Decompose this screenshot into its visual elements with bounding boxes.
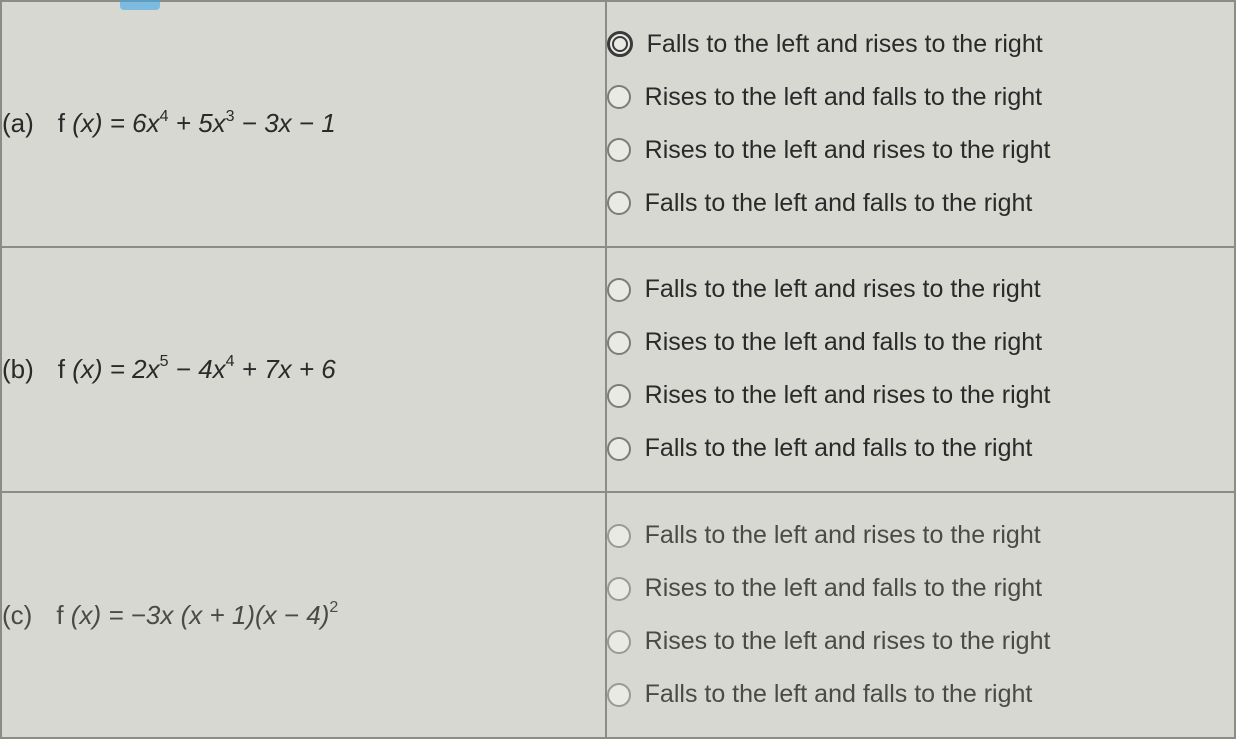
radio-icon[interactable] <box>607 138 631 162</box>
question-cell: (c) f (x) = −3x (x + 1)(x − 4)2 <box>1 492 606 738</box>
option-text: Falls to the left and rises to the right <box>647 30 1043 59</box>
question-label: (c) <box>2 600 32 631</box>
question-cell: (b) f (x) = 2x5 − 4x4 + 7x + 6 <box>1 247 606 493</box>
option-1[interactable]: Rises to the left and falls to the right <box>607 71 1234 124</box>
option-text: Falls to the left and falls to the right <box>645 680 1033 709</box>
option-text: Rises to the left and falls to the right <box>645 574 1042 603</box>
radio-icon[interactable] <box>607 31 633 57</box>
question-label: (a) <box>2 108 34 139</box>
option-text: Rises to the left and falls to the right <box>645 83 1042 112</box>
option-text: Falls to the left and falls to the right <box>645 189 1033 218</box>
option-text: Rises to the left and falls to the right <box>645 328 1042 357</box>
options-cell: Falls to the left and rises to the right… <box>606 1 1235 247</box>
radio-icon[interactable] <box>607 437 631 461</box>
radio-icon[interactable] <box>607 85 631 109</box>
radio-icon[interactable] <box>607 577 631 601</box>
option-text: Rises to the left and rises to the right <box>645 381 1051 410</box>
radio-icon[interactable] <box>607 331 631 355</box>
equation: f (x) = −3x (x + 1)(x − 4)2 <box>56 600 338 631</box>
radio-icon[interactable] <box>607 630 631 654</box>
tab-indicator <box>120 0 160 10</box>
option-1[interactable]: Rises to the left and falls to the right <box>607 562 1234 615</box>
option-3[interactable]: Falls to the left and falls to the right <box>607 422 1234 475</box>
radio-icon[interactable] <box>607 191 631 215</box>
radio-icon[interactable] <box>607 384 631 408</box>
option-0[interactable]: Falls to the left and rises to the right <box>607 263 1234 316</box>
option-2[interactable]: Rises to the left and rises to the right <box>607 615 1234 668</box>
question-row-a: (a) f (x) = 6x4 + 5x3 − 3x − 1 Falls to th… <box>1 1 1235 247</box>
option-2[interactable]: Rises to the left and rises to the right <box>607 124 1234 177</box>
option-0[interactable]: Falls to the left and rises to the right <box>607 509 1234 562</box>
options-cell: Falls to the left and rises to the right… <box>606 492 1235 738</box>
option-text: Falls to the left and falls to the right <box>645 434 1033 463</box>
question-row-b: (b) f (x) = 2x5 − 4x4 + 7x + 6 Falls to th… <box>1 247 1235 493</box>
question-row-c: (c) f (x) = −3x (x + 1)(x − 4)2 Falls to t… <box>1 492 1235 738</box>
radio-icon[interactable] <box>607 524 631 548</box>
option-2[interactable]: Rises to the left and rises to the right <box>607 369 1234 422</box>
option-text: Falls to the left and rises to the right <box>645 521 1041 550</box>
equation: f (x) = 2x5 − 4x4 + 7x + 6 <box>58 354 336 385</box>
option-3[interactable]: Falls to the left and falls to the right <box>607 668 1234 721</box>
equation: f (x) = 6x4 + 5x3 − 3x − 1 <box>58 108 336 139</box>
option-text: Rises to the left and rises to the right <box>645 136 1051 165</box>
question-label: (b) <box>2 354 34 385</box>
radio-icon[interactable] <box>607 278 631 302</box>
question-cell: (a) f (x) = 6x4 + 5x3 − 3x − 1 <box>1 1 606 247</box>
options-cell: Falls to the left and rises to the right… <box>606 247 1235 493</box>
option-3[interactable]: Falls to the left and falls to the right <box>607 177 1234 230</box>
option-0[interactable]: Falls to the left and rises to the right <box>607 18 1234 71</box>
question-table: (a) f (x) = 6x4 + 5x3 − 3x − 1 Falls to th… <box>0 0 1236 739</box>
option-text: Falls to the left and rises to the right <box>645 275 1041 304</box>
option-1[interactable]: Rises to the left and falls to the right <box>607 316 1234 369</box>
option-text: Rises to the left and rises to the right <box>645 627 1051 656</box>
radio-icon[interactable] <box>607 683 631 707</box>
